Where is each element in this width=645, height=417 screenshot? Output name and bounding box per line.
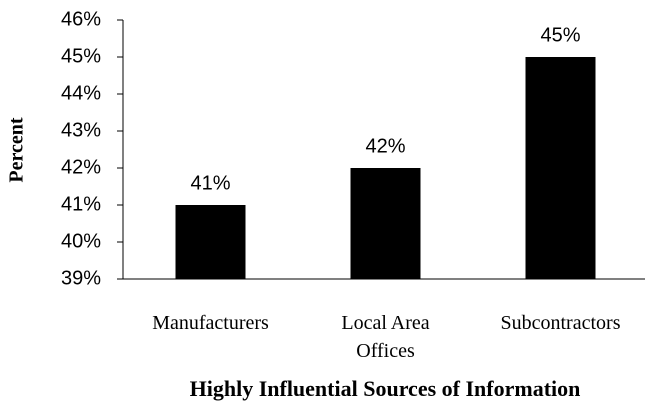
y-tick-label: 39%	[61, 267, 101, 289]
x-tick-label: Local Area Offices	[341, 312, 430, 362]
x-tick-label-box: Local Area Offices	[341, 312, 430, 362]
value-label: 42%	[365, 135, 405, 157]
x-tick-label: Subcontractors	[500, 312, 621, 334]
y-tick-label: 40%	[61, 230, 101, 252]
bar	[175, 205, 246, 279]
y-tick-label: 43%	[61, 119, 101, 141]
x-axis-label: Highly Influential Sources of Informatio…	[190, 376, 581, 401]
bar	[350, 168, 421, 279]
y-axis-label: Percent	[6, 117, 28, 182]
value-label: 45%	[540, 24, 580, 46]
x-tick-label-box: Subcontractors	[500, 312, 621, 334]
y-tick-label: 42%	[61, 156, 101, 178]
x-tick-label: Manufacturers	[152, 312, 269, 334]
y-tick-label: 46%	[61, 8, 101, 30]
x-tick-label-box: Manufacturers	[152, 312, 269, 334]
bar	[525, 57, 596, 279]
y-tick-label: 44%	[61, 82, 101, 104]
y-tick-label: 45%	[61, 45, 101, 67]
value-label: 41%	[190, 172, 230, 194]
y-tick-label: 41%	[61, 193, 101, 215]
